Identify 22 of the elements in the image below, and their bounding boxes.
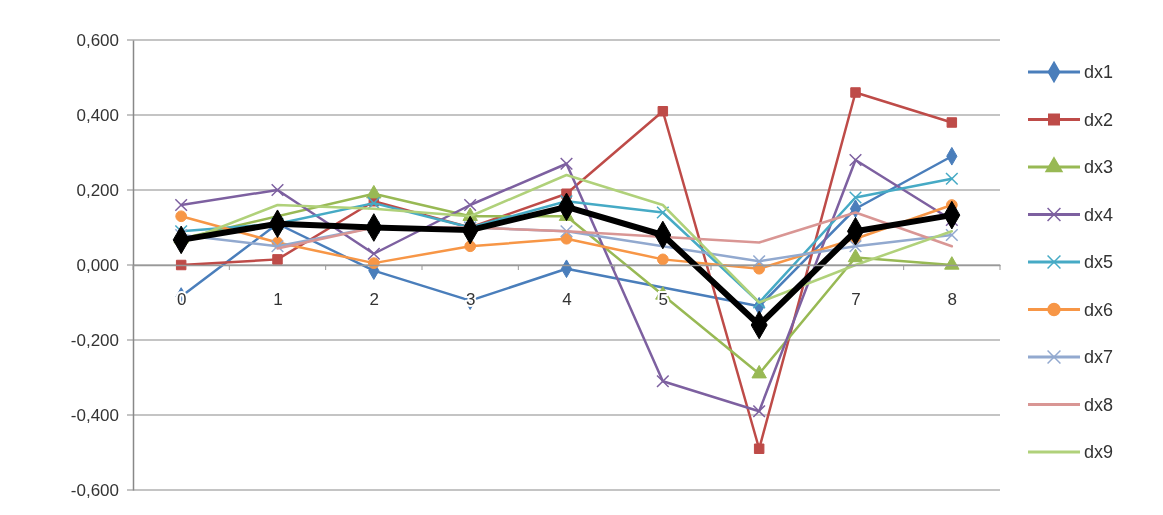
x-tick-label: 4 (562, 290, 572, 310)
legend-label: dx8 (1084, 394, 1114, 415)
legend-label: dx4 (1084, 204, 1114, 225)
y-tick-label: -0,400 (70, 405, 119, 425)
legend-label: dx2 (1084, 109, 1114, 130)
y-tick-label: 0,400 (76, 105, 119, 125)
y-tick-label: -0,200 (70, 330, 119, 350)
legend-label: dx5 (1084, 252, 1114, 272)
legend-label: dx9 (1084, 442, 1114, 462)
x-tick-label: 1 (273, 290, 283, 310)
legend-label: dx6 (1084, 299, 1114, 320)
x-tick-label: 3 (465, 290, 476, 310)
y-tick-label: 0,200 (76, 180, 119, 200)
x-tick-label: 2 (369, 290, 380, 310)
x-tick-label: 8 (947, 290, 958, 310)
y-tick-label: 0,600 (76, 30, 119, 50)
legend-label: dx7 (1084, 347, 1114, 367)
legend-label: dx3 (1084, 157, 1114, 177)
legend-label: dx1 (1084, 62, 1114, 82)
x-tick-label: 7 (851, 290, 861, 310)
y-tick-label: -0,600 (70, 480, 119, 500)
y-tick-label: 0,000 (76, 255, 119, 275)
